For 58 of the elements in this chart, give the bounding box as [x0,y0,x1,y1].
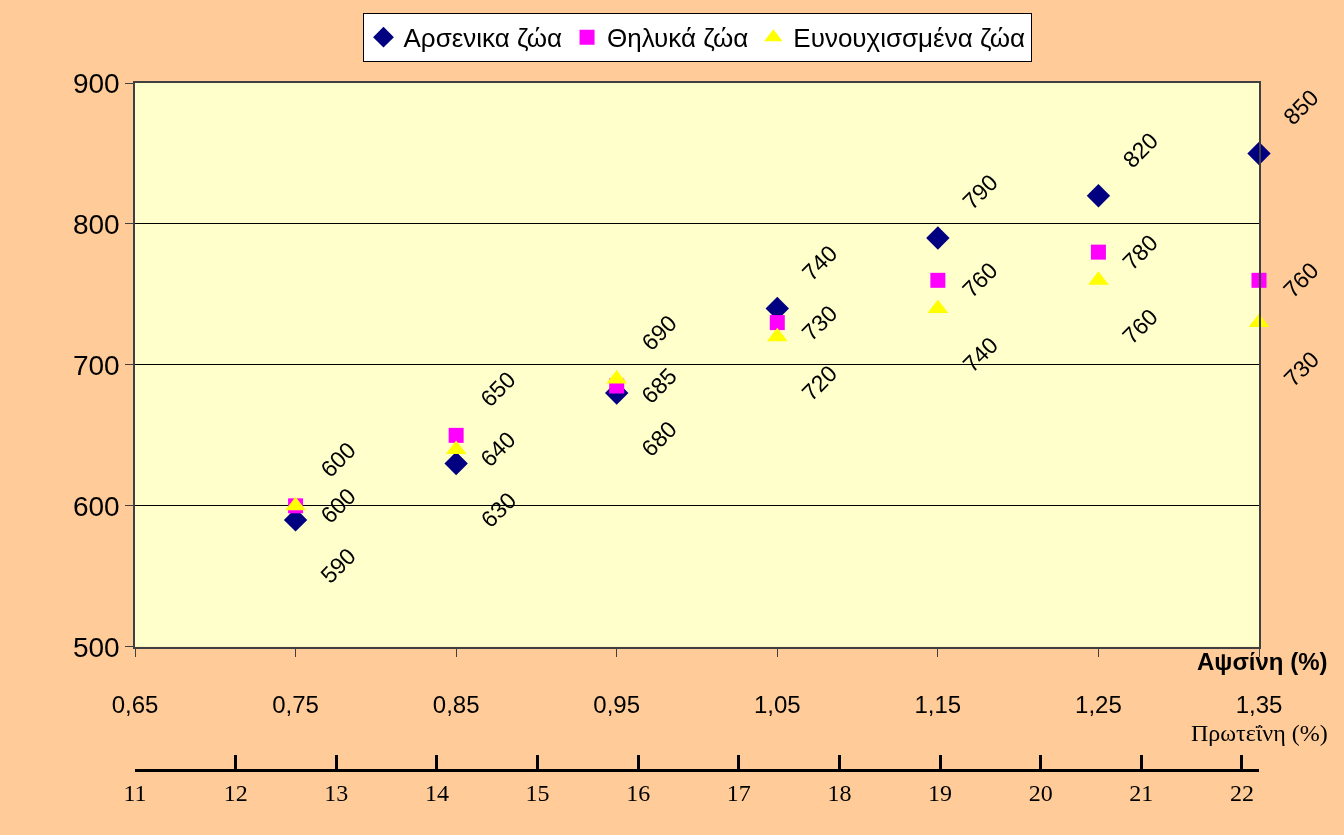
data-label: 720 [796,360,843,406]
x2-tick-label: 22 [1229,780,1254,807]
data-label: 640 [475,426,521,472]
x2-tick-label: 11 [123,780,147,807]
legend-label: Ευνουχισσμένα ζώα [793,23,1025,54]
x-axis-title: Αψσίνη (%) [1197,648,1328,675]
y-tick-label: 800 [72,208,120,240]
point [1090,244,1106,260]
point [444,451,468,476]
data-label: 600 [315,436,361,483]
x2-tick-label: 20 [1028,780,1053,807]
legend-label: Θηλυκά ζώα [607,23,749,54]
data-label: 780 [1117,229,1163,275]
x2-tick-label: 12 [223,780,248,807]
point [448,427,464,443]
data-label: 730 [796,300,843,346]
data-label: 685 [636,362,682,409]
data-label: 730 [1278,345,1325,392]
data-label: 790 [957,169,1003,215]
point [930,272,946,288]
x-tick-label: 1,05 [753,691,801,719]
y-tick-label: 700 [72,349,120,381]
x2-tick-label: 15 [525,780,550,807]
x2-tick-label: 13 [324,780,349,807]
data-label: 760 [957,257,1003,303]
data-label: 760 [1117,303,1163,350]
data-label: 680 [636,415,682,462]
y-tick-label: 500 [72,631,120,663]
x2-tick-label: 21 [1129,780,1154,807]
point [1086,184,1111,208]
x-tick-label: 1,35 [1235,691,1283,719]
x-tick-label: 0,75 [272,691,319,719]
x2-axis-title: Πρωτεΐνη (%) [1191,720,1328,746]
data-label: 740 [796,240,843,286]
data-label: 690 [636,309,682,356]
x2-tick-label: 17 [726,780,751,807]
x-tick-label: 0,85 [432,691,480,719]
point [769,315,785,331]
data-label: 590 [315,542,361,589]
data-label: 630 [475,487,522,533]
data-label: 740 [957,331,1004,378]
x-tick-label: 1,15 [914,691,962,719]
x2-tick-label: 16 [626,780,651,807]
x2-tick-label: 14 [424,780,449,807]
data-label: 600 [315,482,361,529]
data-label: 650 [475,366,521,412]
x2-tick-label: 19 [928,780,953,807]
x-tick-label: 0,65 [111,691,159,719]
data-label: 760 [1278,257,1324,303]
data-label: 820 [1117,127,1164,173]
x-tick-label: 1,25 [1075,691,1122,719]
data-label: 850 [1278,84,1324,130]
x-tick-label: 0,95 [593,691,641,719]
x2-tick-label: 18 [827,780,852,807]
point [926,226,950,250]
y-tick-label: 900 [72,67,120,99]
y-tick-label: 600 [72,490,120,522]
legend-label: Αρσενικα ζώα [403,23,563,54]
